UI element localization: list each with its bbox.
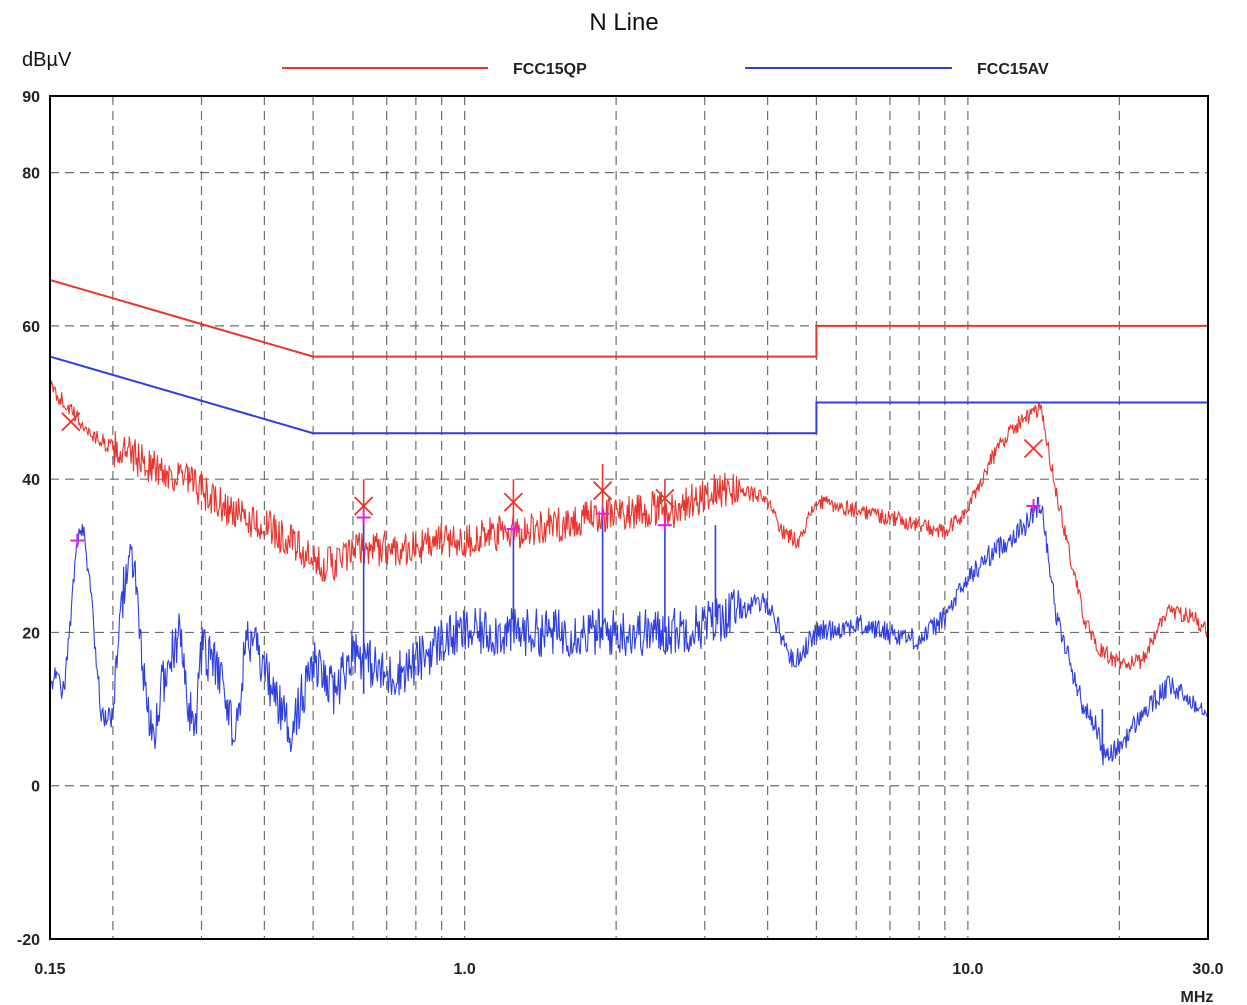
y-axis-ticks: -20 0 20 40 60 80 90 [17,89,40,949]
qp-peak-marker [503,492,524,512]
qp-peak-marker [592,481,613,501]
av-peak-marker [70,533,85,548]
qp-peak-marker [1023,438,1044,459]
av-peak-marker [506,521,521,536]
limit-line-fcc15av [50,355,1208,435]
y-tick-label: 40 [22,472,40,489]
av-peak-marker [595,506,610,521]
x-tick-label: 30.0 [1192,961,1223,978]
y-tick-label: 60 [22,319,40,336]
plot-frame [49,95,1209,940]
av-peak-marker [1026,499,1041,514]
legend-label-fcc15qp: FCC15QP [513,61,587,78]
plot-area [50,278,1208,766]
qp-peak-marker [61,412,81,432]
x-axis-ticks: 0.15 1.0 10.0 30.0 [34,961,1223,978]
y-axis-unit-label: dBµV [22,49,72,71]
chart-title: N Line [589,9,658,36]
qp-peak-marker [655,488,675,508]
av-peak-marker [657,518,672,533]
series-group [50,278,1208,766]
y-tick-label: 90 [22,89,40,106]
y-tick-label: -20 [17,932,40,949]
x-tick-label: 10.0 [952,961,983,978]
x-tick-label: 0.15 [34,961,65,978]
legend-label-fcc15av: FCC15AV [977,61,1049,78]
legend: FCC15QP FCC15AV [282,61,1049,78]
x-axis-unit-label: MHz [1181,989,1214,1005]
limit-line-fcc15qp [50,278,1208,358]
y-tick-label: 80 [22,166,40,183]
x-tick-label: 1.0 [454,961,476,978]
measured-trace-av-trace [50,497,1208,766]
av-peak-marker [356,510,371,525]
y-tick-label: 20 [22,625,40,642]
y-tick-label: 0 [31,779,40,796]
qp-peak-marker [354,496,374,516]
measured-trace-qp-trace [50,379,1208,670]
